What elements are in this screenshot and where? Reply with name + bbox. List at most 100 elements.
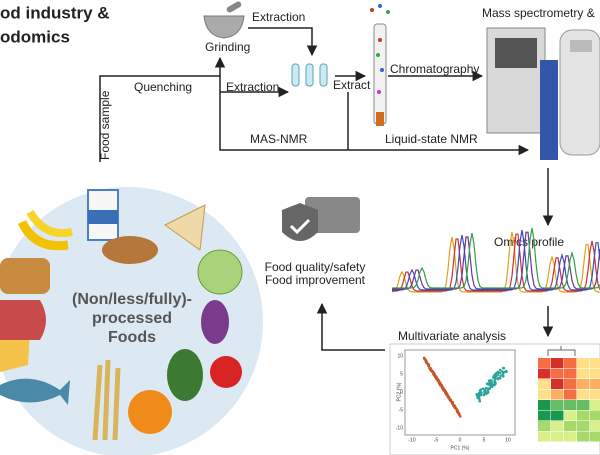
heat-cell	[551, 368, 564, 379]
heat-cell	[577, 400, 590, 410]
pca-point	[485, 382, 489, 386]
heat-cell	[564, 431, 577, 442]
foods-label: processed	[92, 310, 172, 327]
y-tick-label: 10	[397, 353, 403, 359]
axis-label: PC1 (%)	[451, 445, 470, 451]
x-tick-label: -5	[434, 437, 439, 443]
pca-point	[446, 395, 450, 399]
step-label: Multivariate analysis	[398, 329, 506, 343]
pca-point	[455, 408, 458, 412]
title-line: od industry &	[0, 3, 110, 22]
pca-point	[475, 392, 479, 396]
heat-cell	[590, 400, 600, 410]
dendrogram	[547, 346, 576, 356]
pca-point	[451, 401, 454, 405]
pca-point	[438, 380, 441, 384]
pca-point	[491, 383, 495, 386]
heat-cell	[551, 379, 564, 389]
pca-point	[478, 389, 482, 392]
spectrum-line	[392, 227, 600, 289]
pca-point	[432, 372, 435, 375]
heat-cell	[564, 379, 577, 389]
y-tick-label: 0	[400, 389, 403, 395]
quality-icon	[282, 197, 360, 241]
column-icon	[370, 4, 390, 126]
pca-point	[479, 393, 482, 397]
heat-cell	[577, 421, 590, 431]
axis-label: PC2 (%)	[396, 382, 402, 401]
heat-cell	[538, 431, 551, 442]
heat-cell	[538, 358, 551, 368]
pca-point	[437, 378, 440, 382]
pca-point	[422, 356, 426, 360]
pca-point	[477, 396, 481, 399]
heat-cell	[577, 358, 590, 368]
heat-cell	[590, 389, 600, 400]
pca-point	[439, 383, 443, 386]
pca-point	[481, 387, 485, 391]
heat-cell	[551, 410, 564, 421]
heatmap	[538, 346, 600, 442]
mortar-icon	[203, 1, 245, 39]
spectrum-line	[392, 233, 600, 292]
pca-point	[478, 399, 482, 403]
heat-cell	[538, 400, 551, 410]
spectrum-line	[392, 231, 600, 290]
tubes-icon	[291, 63, 328, 87]
spectrum-line	[391, 231, 600, 293]
pca-point	[429, 368, 432, 371]
pca-point	[484, 386, 488, 390]
pca-point	[452, 404, 456, 408]
heat-cell	[577, 410, 590, 421]
heat-cell	[577, 368, 590, 379]
heat-cell	[564, 358, 577, 368]
step-label: Chromatography	[390, 62, 479, 76]
heat-cell	[590, 379, 600, 389]
outcome-label: Food quality/safety	[265, 260, 366, 274]
pca-point	[449, 398, 452, 402]
heat-cell	[590, 410, 600, 421]
step-label: Grinding	[205, 40, 250, 54]
pca-point	[493, 381, 497, 384]
pca-point	[479, 391, 483, 395]
pca-point	[499, 374, 502, 378]
pca-point	[502, 366, 506, 370]
step-label: Quenching	[134, 80, 192, 94]
heat-cell	[551, 358, 564, 368]
pca-point	[494, 372, 498, 375]
y-tick-label: 5	[400, 371, 403, 377]
heat-cell	[590, 358, 600, 368]
heat-cell	[564, 410, 577, 421]
pca-point	[497, 376, 500, 380]
heat-cell	[538, 389, 551, 400]
pca-point	[494, 375, 498, 378]
pca-point	[457, 412, 461, 416]
heat-cell	[590, 431, 600, 442]
pca-point	[492, 375, 496, 379]
heat-cell	[564, 389, 577, 400]
outcome-label: Food improvement	[265, 273, 366, 287]
pca-point	[442, 387, 445, 390]
spectrum-line	[392, 229, 600, 291]
pca-point	[434, 375, 438, 379]
food-icons	[0, 189, 243, 441]
pca-point	[489, 385, 493, 388]
step-label: Extract	[333, 78, 371, 92]
omics-spectra	[391, 227, 600, 293]
heat-cell	[538, 410, 551, 421]
step-label: MAS-NMR	[250, 132, 308, 146]
heat-cell	[538, 368, 551, 379]
heat-cell	[577, 389, 590, 400]
heat-cell	[564, 400, 577, 410]
step-label: Liquid-state NMR	[385, 132, 478, 146]
pca-point	[498, 371, 502, 375]
x-tick-label: -10	[408, 437, 415, 443]
pca-point	[486, 391, 490, 394]
x-tick-label: 5	[483, 437, 486, 443]
heat-cell	[590, 368, 600, 379]
heat-cell	[577, 431, 590, 442]
pca-point	[427, 364, 431, 368]
pca-point	[424, 360, 428, 363]
title-line: odomics	[0, 27, 70, 46]
